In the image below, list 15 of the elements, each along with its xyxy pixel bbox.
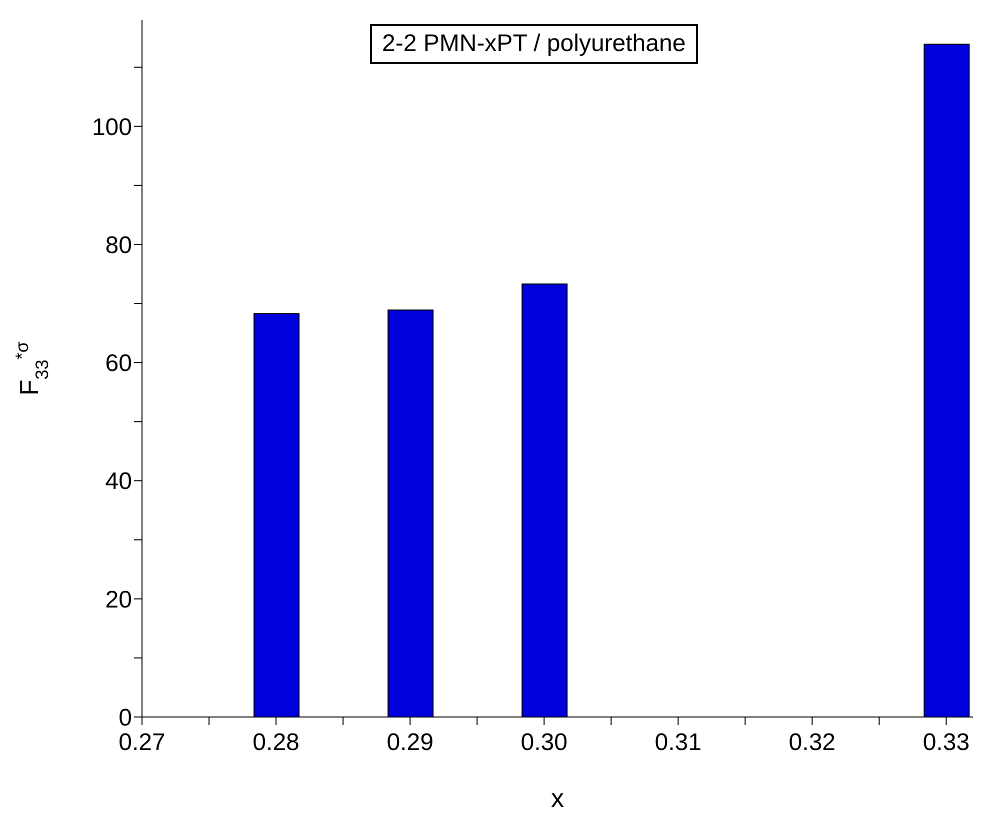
y-tick-label: 60 — [105, 350, 132, 378]
x-tick-label: 0.33 — [922, 729, 970, 756]
x-tick-label: 0.29 — [386, 729, 434, 756]
x-tick-label: 0.27 — [118, 729, 166, 756]
y-tick-label: 20 — [105, 586, 132, 614]
x-axis-title: x — [551, 783, 564, 813]
y-tick-label: 0 — [118, 704, 132, 732]
x-tick-label: 0.31 — [654, 729, 702, 756]
x-tick-label: 0.32 — [788, 729, 836, 756]
annotation: 2-2 PMN-xPT / polyurethane — [370, 24, 698, 64]
x-tick-label: 0.30 — [520, 729, 568, 756]
y-tick-label: 80 — [105, 232, 132, 259]
y-tick-label: 40 — [105, 468, 132, 496]
y-tick-label: 100 — [92, 114, 132, 141]
x-tick-label: 0.28 — [252, 729, 300, 756]
